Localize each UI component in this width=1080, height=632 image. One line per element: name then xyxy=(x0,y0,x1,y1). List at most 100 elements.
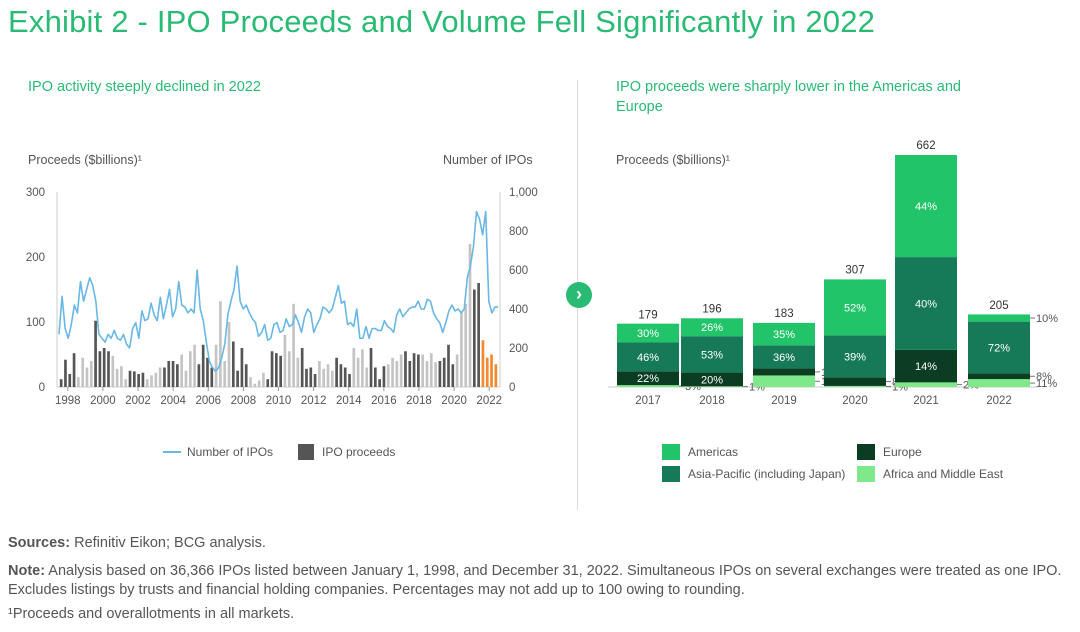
x-tick-label: 2014 xyxy=(336,395,362,407)
right-y-tick-label: 1,000 xyxy=(509,187,538,199)
segment-label: 72% xyxy=(988,342,1010,354)
proceeds-bar xyxy=(262,372,265,387)
europe-swatch-icon xyxy=(857,444,875,460)
sources-line: Sources: Refinitiv Eikon; BCG analysis. xyxy=(8,534,266,553)
legend-ipo-proceeds: IPO proceeds xyxy=(298,444,395,460)
proceeds-bar xyxy=(59,379,63,387)
proceeds-bar xyxy=(150,375,153,387)
proceeds-bar xyxy=(485,357,489,387)
proceeds-bar xyxy=(176,364,179,387)
stack-segment xyxy=(895,155,957,258)
proceeds-bar xyxy=(318,361,321,387)
left-axis-title: Proceeds ($billions)¹ xyxy=(28,153,142,167)
stack-segment xyxy=(681,386,743,387)
proceeds-bar xyxy=(429,353,433,387)
proceeds-bar xyxy=(94,320,97,387)
proceeds-bar xyxy=(283,335,287,387)
proceeds-bar xyxy=(197,364,201,387)
proceeds-bar xyxy=(494,364,498,387)
stack-segment xyxy=(753,375,815,387)
left-chart-subtitle: IPO activity steeply declined in 2022 xyxy=(28,79,261,95)
proceeds-bar xyxy=(107,351,110,387)
regional-proceeds-chart: 3%22%46%30%17920171%20%53%26%196201818%1… xyxy=(608,140,1058,407)
legend-number-of-ipos: Number of IPOs xyxy=(163,445,273,459)
proceeds-bar xyxy=(244,364,248,387)
proceeds-bar xyxy=(89,361,93,387)
proceeds-bar xyxy=(361,349,364,387)
stack-segment xyxy=(895,382,957,387)
americas-swatch-icon xyxy=(662,444,680,460)
proceeds-bar xyxy=(257,380,261,387)
segment-label: 8% xyxy=(1036,371,1052,383)
segment-label: 26% xyxy=(701,322,723,334)
proceeds-bar xyxy=(472,289,476,387)
proceeds-bar xyxy=(404,351,407,387)
legend-label: Africa and Middle East xyxy=(883,467,1004,481)
proceeds-bar xyxy=(330,370,334,387)
x-tick-label: 2022 xyxy=(476,395,502,407)
legend-asia-pacific: Asia-Pacific (including Japan) xyxy=(662,466,845,482)
proceeds-bar xyxy=(124,379,128,387)
proceeds-bar xyxy=(275,353,278,387)
proceeds-bar xyxy=(137,374,140,387)
segment-label: 35% xyxy=(773,329,795,341)
x-tick-label: 2022 xyxy=(986,395,1012,407)
stack-segment xyxy=(968,379,1030,387)
note-text: Analysis based on 36,366 IPOs listed bet… xyxy=(8,563,1062,598)
proceeds-bar xyxy=(163,367,166,387)
stack-segment xyxy=(617,371,679,386)
stack-segment xyxy=(824,335,886,378)
proceeds-bar xyxy=(188,351,192,387)
proceeds-bar xyxy=(352,348,356,387)
ipo-activity-chart: 0 100 200 300 0 200 400 600 800 1,000 1998 2000 2002… xyxy=(26,187,538,407)
proceeds-bar xyxy=(141,372,145,387)
proceeds-bar xyxy=(206,357,209,387)
stack-segment xyxy=(968,314,1030,322)
stack-segment xyxy=(753,345,815,369)
proceeds-bar xyxy=(335,357,338,387)
proceeds-bar xyxy=(343,367,347,387)
proceeds-bar xyxy=(219,301,222,387)
proceeds-bar xyxy=(490,354,493,387)
asia-pacific-swatch-icon xyxy=(662,466,680,482)
proceeds-bar xyxy=(386,364,390,387)
proceeds-bar xyxy=(201,344,205,387)
proceeds-bar xyxy=(455,354,459,387)
proceeds-bar xyxy=(154,372,158,387)
right-y-tick-label: 200 xyxy=(509,343,528,355)
x-tick-label: 2021 xyxy=(913,395,939,407)
legend-europe: Europe xyxy=(857,444,922,460)
stack-segment xyxy=(968,373,1030,380)
right-y-tick-label: 600 xyxy=(509,265,528,277)
stack-segment xyxy=(824,377,886,386)
stack-segment xyxy=(617,342,679,372)
sources-text: Refinitiv Eikon; BCG analysis. xyxy=(70,535,266,551)
left-y-tick-label: 100 xyxy=(26,317,45,329)
proceeds-bar xyxy=(171,361,175,387)
stack-segment xyxy=(617,385,679,387)
proceeds-bar xyxy=(365,367,369,387)
proceeds-bar xyxy=(438,361,442,387)
legend-label: Asia-Pacific (including Japan) xyxy=(688,467,846,481)
proceeds-bar xyxy=(132,371,136,387)
proceeds-bar xyxy=(313,374,317,387)
chevron-right-icon[interactable]: › xyxy=(566,282,592,308)
proceeds-bar xyxy=(369,348,373,387)
proceeds-bar xyxy=(460,312,463,387)
legend-label: IPO proceeds xyxy=(322,445,396,459)
left-y-tick-label: 0 xyxy=(39,382,45,394)
note-line: Note: Analysis based on 36,366 IPOs list… xyxy=(8,562,1072,600)
proceeds-bar xyxy=(193,344,196,387)
proceeds-bar xyxy=(305,368,308,387)
proceeds-bar xyxy=(214,344,218,387)
proceeds-bar xyxy=(223,361,227,387)
segment-label: 46% xyxy=(637,352,659,364)
proceeds-bar xyxy=(249,377,252,387)
page-title: Exhibit 2 - IPO Proceeds and Volume Fell… xyxy=(8,4,876,39)
proceeds-bar xyxy=(231,341,235,387)
proceeds-bar xyxy=(434,362,437,387)
legend-label: Europe xyxy=(883,445,922,459)
proceeds-bar xyxy=(322,368,326,387)
bar-swatch-icon xyxy=(298,444,314,460)
x-tick-label: 2008 xyxy=(231,395,257,407)
